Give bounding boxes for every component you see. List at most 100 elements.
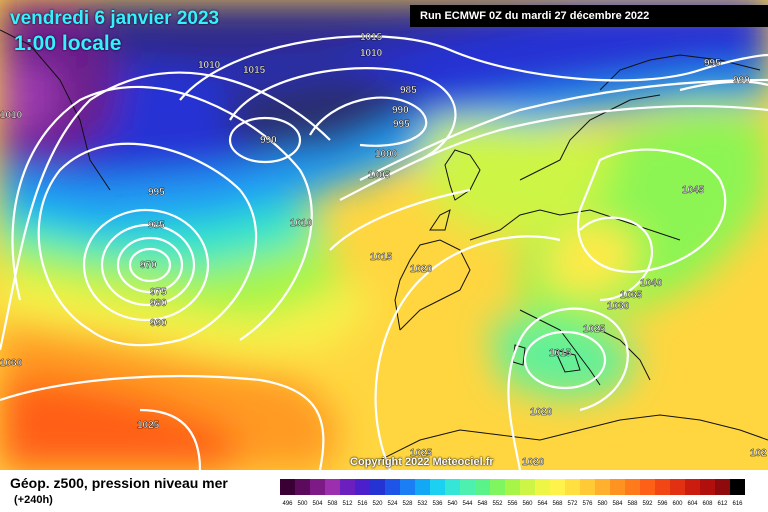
- scale-tick-label: 612: [717, 501, 728, 507]
- isobar-label: 980: [150, 298, 167, 309]
- scale-tick-label: 548: [477, 501, 488, 507]
- isobar-label: 1020: [530, 407, 553, 418]
- isobar-labels: 1015 1010 1010 1015 985 990 995 990 1000…: [0, 32, 767, 468]
- scale-tick-label: 536: [432, 501, 443, 507]
- forecast-date: vendredi 6 janvier 2023: [10, 8, 220, 29]
- scale-tick-label: 556: [507, 501, 518, 507]
- isobar-label: 990: [733, 75, 750, 86]
- scale-swatch: [460, 479, 475, 495]
- scale-tick-label: 500: [297, 501, 308, 507]
- isobar-label: 1020: [522, 457, 545, 468]
- isobar-label: 985: [400, 85, 417, 96]
- scale-tick-label: 596: [657, 501, 668, 507]
- isobar-label: 1025: [410, 448, 433, 459]
- forecast-map: 1015 1010 1010 1015 985 990 995 990 1000…: [0, 0, 768, 470]
- scale-tick-label: 564: [537, 501, 548, 507]
- scale-tick-label: 512: [342, 501, 353, 507]
- scale-swatch: [475, 479, 490, 495]
- isobar-label: 1005: [368, 170, 391, 181]
- scale-tick-label: 580: [597, 501, 608, 507]
- scale-swatch: [505, 479, 520, 495]
- isobar-label: 1010: [290, 218, 313, 229]
- scale-tick-label: 584: [612, 501, 623, 507]
- isobar-label: 1010: [198, 60, 221, 71]
- isobar-label: 975: [150, 287, 167, 298]
- scale-swatch: [415, 479, 430, 495]
- scale-swatch: [355, 479, 370, 495]
- scale-tick-label: 532: [417, 501, 428, 507]
- scale-swatch: [565, 479, 580, 495]
- scale-tick-label: 552: [492, 501, 503, 507]
- scale-tick-label: 600: [672, 501, 683, 507]
- scale-tick-label: 588: [627, 501, 638, 507]
- scale-swatch: [535, 479, 550, 495]
- isobar-label: 995: [704, 58, 721, 69]
- forecast-time: 1:00 locale: [14, 32, 122, 55]
- isobar-label: 1015: [549, 348, 572, 359]
- scale-swatch: [715, 479, 730, 495]
- scale-swatch: [625, 479, 640, 495]
- scale-swatch: [325, 479, 340, 495]
- isobar-label: 1035: [620, 290, 643, 301]
- scale-tick-label: 592: [642, 501, 653, 507]
- color-scale: 496 500 504 508 512 516 520 524 528 532 536 540 544 5…: [280, 479, 745, 507]
- isobar-label: 1045: [682, 185, 705, 196]
- isobar-label: 1030: [607, 301, 630, 312]
- scale-swatch: [520, 479, 535, 495]
- isobar-label: 1040: [640, 278, 663, 289]
- scale-tick-label: 544: [462, 501, 473, 507]
- isobar-label: 1030: [0, 358, 23, 369]
- scale-swatch: [385, 479, 400, 495]
- scale-swatch: [685, 479, 700, 495]
- scale-swatch: [655, 479, 670, 495]
- scale-swatch: [280, 479, 295, 495]
- scale-swatch: [295, 479, 310, 495]
- isobar-label: 1000: [375, 149, 398, 160]
- scale-tick-label: 560: [522, 501, 533, 507]
- isobar-label: 990: [150, 318, 167, 329]
- scale-swatch: [370, 479, 385, 495]
- scale-swatch: [610, 479, 625, 495]
- scale-tick-label: 516: [357, 501, 368, 507]
- isobar-label: 995: [148, 187, 165, 198]
- scale-swatch: [400, 479, 415, 495]
- scale-swatch: [580, 479, 595, 495]
- scale-swatch: [640, 479, 655, 495]
- scale-swatch: [550, 479, 565, 495]
- isobar-label: 990: [260, 135, 277, 146]
- scale-tick-label: 568: [552, 501, 563, 507]
- isobar-label: 1020: [410, 264, 433, 275]
- scale-swatch: [700, 479, 715, 495]
- scale-tick-label: 576: [582, 501, 593, 507]
- scale-tick-label: 540: [447, 501, 458, 507]
- scale-swatch: [730, 479, 745, 495]
- legend-title: Géop. z500, pression niveau mer: [10, 475, 228, 491]
- isobar-label: 1015: [370, 252, 393, 263]
- isobar-label: 1025: [583, 324, 606, 335]
- scale-tick-label: 528: [402, 501, 413, 507]
- geopotential-field: [0, 0, 768, 470]
- scale-swatch: [430, 479, 445, 495]
- scale-tick-label: 508: [327, 501, 338, 507]
- isobar-label: 985: [148, 220, 165, 231]
- scale-tick-label: 572: [567, 501, 578, 507]
- scale-swatch: [595, 479, 610, 495]
- scale-swatch: [490, 479, 505, 495]
- scale-tick-label: 608: [702, 501, 713, 507]
- scale-tick-label: 520: [372, 501, 383, 507]
- legend-subtitle: (+240h): [14, 494, 53, 506]
- isobar-label: 970: [140, 260, 157, 271]
- scale-tick-label: 524: [387, 501, 398, 507]
- isobars: [0, 35, 768, 470]
- copyright-text: Copyright 2022 Meteociel.fr: [350, 456, 494, 468]
- isobar-label: 1010: [360, 48, 383, 59]
- scale-swatch: [310, 479, 325, 495]
- isobar-label: 1015: [243, 65, 266, 76]
- isobar-label: 1025: [137, 420, 160, 431]
- scale-swatch: [340, 479, 355, 495]
- scale-tick-label: 616: [732, 501, 743, 507]
- isobar-label: 102: [750, 448, 767, 459]
- run-label: Run ECMWF 0Z du mardi 27 décembre 2022: [410, 5, 768, 27]
- scale-tick-label: 504: [312, 501, 323, 507]
- isobar-label: 1015: [360, 32, 383, 43]
